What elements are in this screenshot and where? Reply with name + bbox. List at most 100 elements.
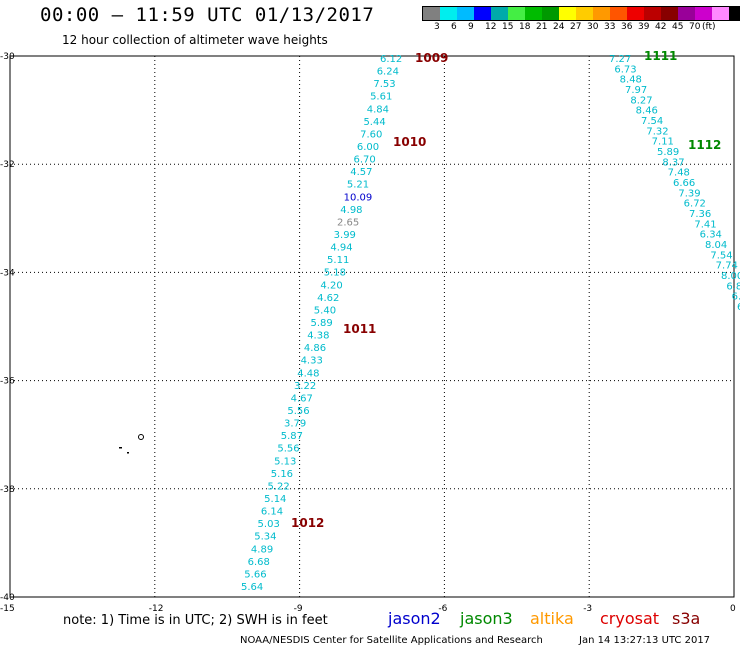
wave-height-label: 5.14	[264, 494, 286, 505]
wave-height-label: 7.60	[360, 129, 382, 140]
lat-tick-label: -36	[0, 377, 15, 387]
pass-time-label: 1010	[393, 135, 426, 149]
scale-label: 33	[604, 22, 616, 32]
wave-height-label: 7.53	[373, 79, 395, 90]
island-marker	[127, 452, 129, 454]
scale-label: 70	[689, 22, 701, 32]
scale-label: 3	[434, 22, 440, 32]
wave-height-label: 5.13	[274, 456, 296, 467]
lon-tick-label: -9	[294, 604, 303, 614]
lon-tick-label: -6	[438, 604, 447, 614]
scale-label: 24	[553, 22, 565, 32]
wave-height-label: 7.39	[678, 188, 700, 199]
scale-label: 42	[655, 22, 667, 32]
wave-height-label: 5.34	[254, 532, 276, 543]
scale-swatch	[457, 7, 474, 20]
scale-label: 30	[587, 22, 599, 32]
generated-timestamp: Jan 14 13:27:13 UTC 2017	[579, 635, 711, 646]
wave-height-label: 6.70	[354, 155, 376, 166]
scale-label: 15	[502, 22, 514, 32]
wave-height-label: 5.11	[327, 255, 349, 266]
wave-height-label: 7.11	[652, 137, 674, 148]
scale-label: 36	[621, 22, 633, 32]
scale-label: 45	[672, 22, 684, 32]
wave-height-label: 4.94	[330, 243, 352, 254]
wave-height-label: 6.72	[684, 199, 706, 210]
wave-height-label: 6.68	[248, 557, 270, 568]
scale-label: 39	[638, 22, 650, 32]
scale-label: 18	[519, 22, 531, 32]
scale-swatch	[610, 7, 627, 20]
wave-height-label: 5.16	[271, 469, 293, 480]
scale-label: 6	[451, 22, 457, 32]
wave-height-label: 5.18	[324, 268, 346, 279]
scale-swatch	[423, 7, 440, 20]
wave-height-label: 6.	[732, 292, 740, 303]
wave-height-label: 8.46	[636, 106, 658, 117]
wave-height-label: 7.36	[689, 209, 711, 220]
lat-tick-label: -40	[0, 593, 15, 603]
scale-swatch	[695, 7, 712, 20]
footnote: note: 1) Time is in UTC; 2) SWH is in fe…	[63, 613, 328, 628]
wave-height-label: 5.87	[281, 431, 303, 442]
wave-height-label: 3.22	[294, 381, 316, 392]
lon-tick-label: 0	[730, 604, 736, 614]
wave-height-label: 8.27	[630, 95, 652, 106]
scale-swatch	[508, 7, 525, 20]
wave-height-label: 7.48	[668, 168, 690, 179]
scale-swatch	[712, 7, 729, 20]
wave-height-label: 6.80	[726, 281, 740, 292]
scale-swatch	[559, 7, 576, 20]
lat-tick-label: -34	[0, 268, 15, 278]
wave-height-label: 5.61	[370, 92, 392, 103]
scale-label: (ft)	[702, 22, 716, 32]
wave-height-label: 6.14	[261, 507, 283, 518]
wave-height-label: 4.38	[307, 331, 329, 342]
lon-tick-label: -12	[149, 604, 164, 614]
pass-time-label: 1112	[688, 138, 721, 152]
legend-item-jason3: jason3	[460, 609, 513, 628]
wave-height-label: 4.33	[301, 356, 323, 367]
wave-height-label: 4.20	[320, 280, 342, 291]
pass-time-label: 1011	[343, 322, 376, 336]
lat-tick-label: -30	[0, 52, 15, 62]
wave-height-label: 3.99	[334, 230, 356, 241]
scale-swatch	[542, 7, 559, 20]
wave-height-label: 5.22	[267, 481, 289, 492]
scale-label: 21	[536, 22, 548, 32]
scale-swatch	[678, 7, 695, 20]
scale-label: 9	[468, 22, 474, 32]
wave-height-label: 5.64	[241, 582, 263, 593]
scale-swatch	[593, 7, 610, 20]
scale-swatch	[440, 7, 457, 20]
island-marker	[119, 447, 122, 449]
color-scale-bar	[422, 6, 740, 21]
wave-height-label: 8.48	[620, 75, 642, 86]
wave-height-label: 7.74	[716, 261, 738, 272]
legend-item-jason2: jason2	[388, 609, 441, 628]
wave-height-label: 7.27	[609, 54, 631, 65]
pass-time-label: 1009	[415, 51, 448, 65]
lon-tick-label: -15	[0, 604, 15, 614]
legend-item-altika: altika	[530, 609, 574, 628]
wave-height-label: 7.41	[694, 219, 716, 230]
wave-height-label: 6.73	[614, 64, 636, 75]
wave-height-label: 6.66	[673, 178, 695, 189]
credit-line: NOAA/NESDIS Center for Satellite Applica…	[240, 635, 543, 646]
lat-tick-label: -38	[0, 485, 15, 495]
wave-height-label: 6.00	[357, 142, 379, 153]
wave-height-label: 4.57	[350, 167, 372, 178]
wave-height-label: 8.04	[705, 240, 727, 251]
scale-swatch	[729, 7, 740, 20]
wave-height-label: 5.03	[258, 519, 280, 530]
pass-time-label: 1111	[644, 49, 677, 63]
lon-tick-label: -3	[583, 604, 592, 614]
wave-height-label: 6	[737, 302, 740, 313]
wave-height-label: 5.66	[244, 569, 266, 580]
wave-height-label: 4.89	[251, 544, 273, 555]
wave-height-label: 5.44	[363, 117, 385, 128]
wave-height-label: 4.86	[304, 343, 326, 354]
legend-item-s3a: s3a	[672, 609, 701, 628]
scale-label: 12	[485, 22, 497, 32]
